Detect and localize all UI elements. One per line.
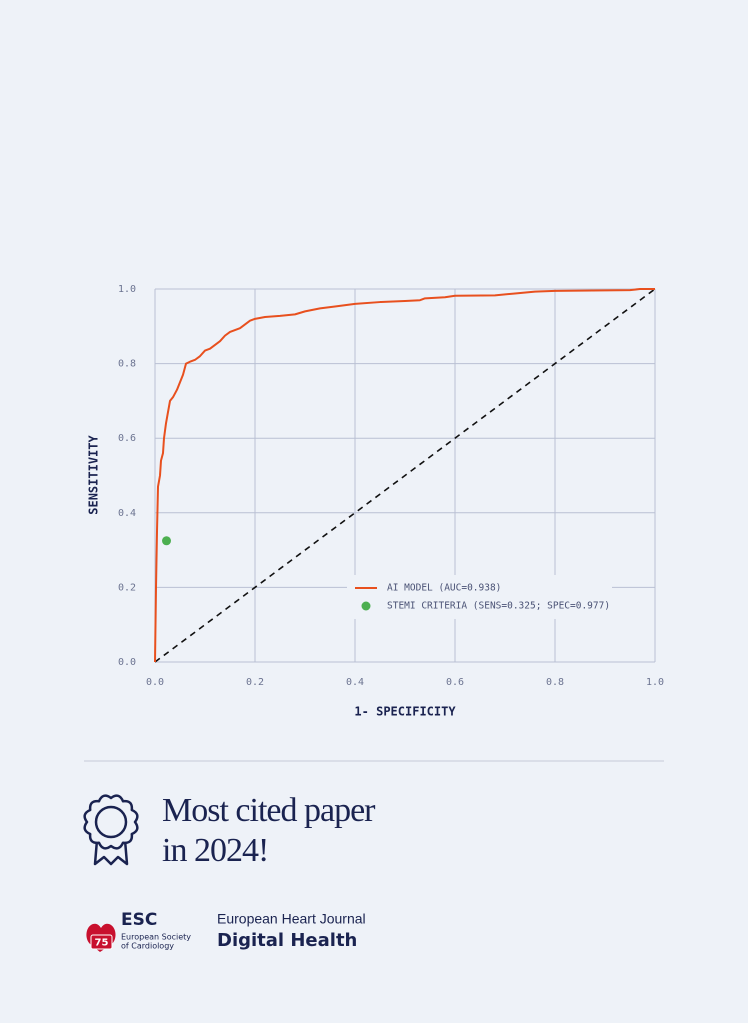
x-tick-label: 1.0 xyxy=(646,677,664,688)
legend-label: STEMI CRITERIA (SENS=0.325; SPEC=0.977) xyxy=(387,601,610,612)
legend-box xyxy=(347,575,612,619)
esc-text: European Society xyxy=(121,933,191,942)
reference-diagonal xyxy=(154,288,656,663)
esc-name: ESC xyxy=(121,910,157,930)
award-icon xyxy=(83,794,139,866)
legend-swatch xyxy=(361,601,371,611)
award-line: in 2024! xyxy=(162,832,268,869)
journal-name: European Heart Journal xyxy=(217,911,366,927)
award-line: Most cited paper xyxy=(162,792,376,829)
y-tick-label: 0.6 xyxy=(118,433,136,444)
rosette-inner xyxy=(94,805,128,839)
esc-text: of Cardiology xyxy=(121,942,174,951)
legend-label: AI MODEL (AUC=0.938) xyxy=(387,583,501,594)
y-axis-label: SENSITIVITY xyxy=(87,434,101,514)
y-tick-label: 1.0 xyxy=(118,284,136,295)
journal-subtitle: Digital Health xyxy=(217,930,357,951)
x-tick-label: 0.8 xyxy=(546,677,564,688)
point xyxy=(162,536,171,546)
esc-badge xyxy=(90,934,113,950)
y-tick-label: 0.4 xyxy=(118,508,136,519)
y-tick-label: 0.0 xyxy=(118,657,136,668)
x-tick-label: 0.6 xyxy=(446,677,464,688)
x-tick-label: 0.2 xyxy=(246,677,264,688)
x-tick-label: 0.0 xyxy=(146,677,164,688)
y-tick-label: 0.2 xyxy=(118,582,136,593)
esc-badge-text: 75 xyxy=(95,938,109,949)
roc-curve xyxy=(154,288,655,663)
y-tick-label: 0.8 xyxy=(118,359,136,370)
rosette-outer xyxy=(83,794,139,850)
x-axis-label: 1- SPECIFICITY xyxy=(354,705,456,719)
x-tick-label: 0.4 xyxy=(346,677,364,688)
